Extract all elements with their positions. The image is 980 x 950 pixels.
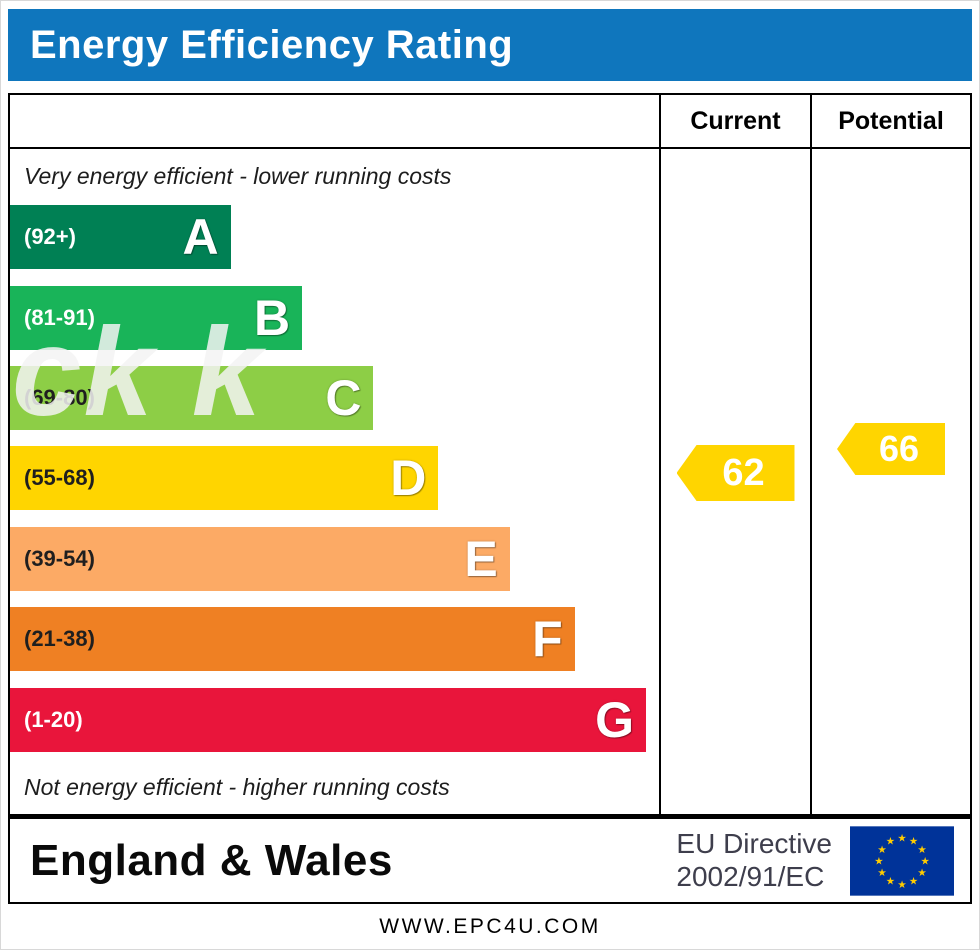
band-letter: G [595, 691, 635, 748]
page-title: Energy Efficiency Rating [30, 22, 514, 67]
band-row: (21-38) F [10, 599, 659, 679]
current-rating-value: 62 [722, 451, 765, 494]
band-row: (39-54) E [10, 519, 659, 599]
svg-text:★: ★ [886, 875, 895, 887]
band-f: (21-38) F [10, 607, 575, 672]
band-e: (39-54) E [10, 526, 510, 591]
band-c: (69-80) C [10, 366, 374, 431]
bands-body: Very energy efficient - lower running co… [10, 149, 659, 814]
band-b: (81-91) B [10, 285, 303, 350]
svg-text:★: ★ [877, 844, 886, 856]
eu-directive-line2: 2002/91/EC [676, 860, 825, 892]
bands-list: (92+) A (81-91) B (69-80) C [10, 197, 659, 760]
svg-text:★: ★ [897, 832, 906, 844]
band-row: (69-80) C [10, 358, 659, 438]
band-d: (55-68) D [10, 446, 439, 511]
svg-text:★: ★ [897, 878, 906, 890]
band-range: (81-91) [24, 304, 95, 330]
current-header: Current [661, 95, 810, 149]
rating-chart: Very energy efficient - lower running co… [8, 93, 972, 816]
band-letter: E [464, 530, 498, 587]
band-range: (92+) [24, 224, 76, 250]
potential-rating-arrow: 66 [837, 423, 945, 475]
band-row: (92+) A [10, 197, 659, 277]
eu-directive-line1: EU Directive [676, 828, 832, 860]
band-row: (81-91) B [10, 277, 659, 357]
footer: England & Wales EU Directive 2002/91/EC … [8, 816, 972, 904]
svg-text:★: ★ [920, 855, 929, 867]
bottom-note: Not energy efficient - higher running co… [24, 773, 450, 800]
band-range: (1-20) [24, 706, 83, 732]
band-range: (69-80) [24, 385, 95, 411]
potential-header: Potential [812, 95, 970, 149]
band-range: (39-54) [24, 545, 95, 571]
svg-text:★: ★ [917, 844, 926, 856]
current-body: 62 [661, 149, 810, 814]
svg-text:★: ★ [886, 835, 895, 847]
band-letter: F [532, 611, 563, 668]
title-bar: Energy Efficiency Rating [8, 9, 972, 81]
potential-column: Potential 66 [810, 95, 970, 814]
band-letter: D [390, 450, 427, 507]
eu-directive-label: EU Directive 2002/91/EC [676, 828, 832, 892]
svg-text:★: ★ [874, 855, 883, 867]
band-row: (55-68) D [10, 438, 659, 518]
band-a: (92+) A [10, 205, 231, 270]
website-url: WWW.EPC4U.COM [379, 915, 601, 938]
region-label: England & Wales [30, 835, 393, 885]
current-rating-arrow: 62 [676, 445, 795, 501]
svg-text:★: ★ [917, 867, 926, 879]
header-spacer [10, 95, 659, 149]
band-g: (1-20) G [10, 687, 647, 752]
band-row: (1-20) G [10, 680, 659, 760]
svg-text:★: ★ [909, 835, 918, 847]
bands-column: Very energy efficient - lower running co… [10, 95, 659, 814]
band-letter: A [182, 209, 219, 266]
band-letter: B [253, 289, 291, 346]
band-letter: C [325, 370, 362, 427]
potential-body: 66 [812, 149, 970, 814]
svg-text:★: ★ [909, 875, 918, 887]
current-column: Current 62 [659, 95, 810, 814]
svg-text:★: ★ [877, 867, 886, 879]
potential-rating-value: 66 [878, 428, 920, 469]
eu-flag-icon: ★ ★ ★ ★ ★ ★ ★ ★ ★ ★ ★ ★ [850, 825, 954, 896]
band-range: (55-68) [24, 465, 95, 491]
band-range: (21-38) [24, 626, 95, 652]
top-note: Very energy efficient - lower running co… [24, 162, 452, 189]
